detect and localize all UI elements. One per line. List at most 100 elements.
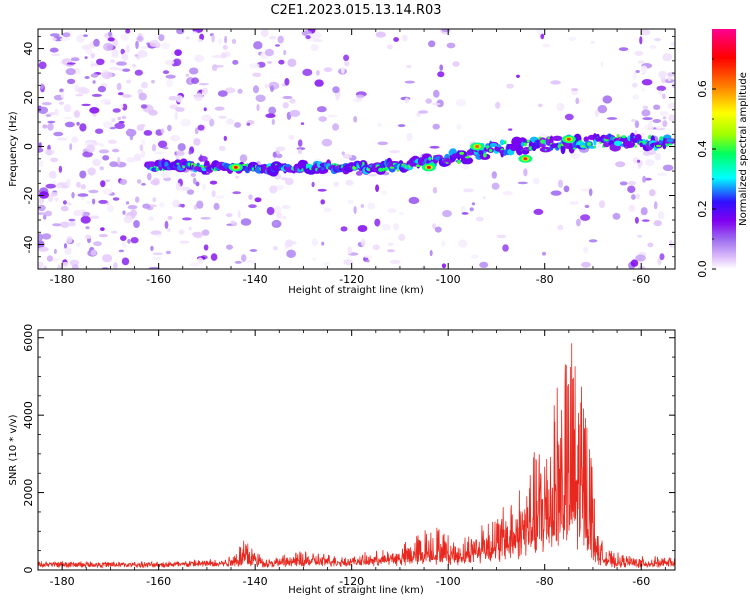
noise-speckle <box>49 33 60 37</box>
noise-speckle <box>297 139 303 147</box>
noise-speckle <box>82 151 93 158</box>
noise-speckle <box>278 59 285 65</box>
noise-speckle <box>649 189 656 197</box>
x-tick-label: -180 <box>50 273 75 286</box>
noise-speckle <box>118 104 124 109</box>
ridge-blob <box>176 162 180 165</box>
noise-speckle <box>332 86 340 94</box>
noise-speckle <box>109 67 120 71</box>
noise-speckle <box>446 42 456 49</box>
noise-speckle <box>69 221 76 227</box>
noise-speckle <box>80 184 86 190</box>
spectrogram-panel: -180 -160 -140 -120 -100 -80 -60 -40 -20 0 20 40 He… <box>8 28 676 296</box>
noise-speckle <box>323 207 332 213</box>
noise-speckle <box>133 153 142 162</box>
noise-speckle <box>41 233 52 240</box>
figure-title: C2E1.2023.015.13.14.R03 <box>270 3 441 18</box>
noise-speckle <box>47 120 56 124</box>
noise-speckle <box>201 229 210 236</box>
noise-speckle <box>271 118 275 125</box>
noise-speckle <box>491 182 500 190</box>
noise-speckle <box>658 90 663 95</box>
noise-speckle <box>641 109 651 117</box>
noise-speckle <box>176 95 183 103</box>
noise-speckle <box>600 61 604 68</box>
ridge-blob <box>520 141 525 147</box>
noise-speckle <box>81 196 85 200</box>
noise-speckle <box>375 184 380 192</box>
noise-speckle <box>631 82 638 88</box>
noise-speckle <box>52 180 57 185</box>
noise-speckle <box>537 103 543 108</box>
noise-speckle <box>137 32 144 37</box>
noise-speckle <box>165 250 171 255</box>
noise-speckle <box>90 215 100 219</box>
noise-speckle <box>141 139 146 145</box>
noise-speckle <box>176 29 185 35</box>
noise-speckle <box>61 184 69 189</box>
noise-speckle <box>357 225 368 232</box>
noise-speckle <box>189 262 200 267</box>
noise-speckle <box>63 104 72 113</box>
noise-speckle <box>193 93 204 102</box>
noise-speckle <box>642 105 649 110</box>
spectrogram-xlabel: Height of straight line (km) <box>288 285 424 296</box>
noise-speckle <box>393 223 399 231</box>
noise-speckle <box>365 259 370 263</box>
noise-speckle <box>342 154 353 159</box>
noise-speckle <box>132 63 137 68</box>
noise-speckle <box>630 259 639 267</box>
ridge-blob <box>306 163 311 167</box>
noise-speckle <box>232 59 239 65</box>
noise-speckle <box>122 103 128 111</box>
noise-speckle <box>65 179 71 187</box>
noise-speckle <box>185 36 190 40</box>
noise-speckle <box>71 264 79 269</box>
noise-speckle <box>662 164 674 171</box>
y-tick-label: -20 <box>22 187 35 205</box>
noise-speckle <box>653 201 658 210</box>
ridge-blob <box>301 168 304 172</box>
colorbar: 0.0 0.2 0.4 0.6 Normalized spectral amplitu… <box>696 29 749 278</box>
noise-speckle <box>340 66 345 74</box>
noise-speckle <box>360 204 364 208</box>
x-tick-label: -120 <box>339 273 364 286</box>
noise-speckle <box>632 71 638 80</box>
noise-speckle <box>162 70 170 74</box>
noise-speckle <box>408 196 420 205</box>
noise-speckle <box>122 240 127 249</box>
noise-speckle <box>266 206 275 216</box>
y-tick-label: -40 <box>22 236 35 254</box>
noise-speckle <box>102 188 113 195</box>
noise-speckle <box>190 173 196 177</box>
noise-speckle <box>288 134 295 140</box>
noise-speckle <box>198 155 208 162</box>
noise-speckle <box>393 37 399 42</box>
noise-speckle <box>632 94 640 100</box>
snr-panel: -180 -160 -140 -120 -100 -80 -600200040006000 … <box>8 324 676 596</box>
noise-speckle <box>60 205 69 212</box>
noise-speckle <box>123 215 133 224</box>
noise-speckle <box>637 159 641 163</box>
noise-speckle <box>224 87 236 94</box>
noise-speckle <box>536 29 544 35</box>
noise-speckle <box>126 44 130 53</box>
noise-speckle <box>53 248 57 254</box>
noise-speckle <box>656 85 667 92</box>
noise-speckle <box>199 33 205 41</box>
noise-speckle <box>120 48 125 55</box>
colorbar-tick-label: 0.6 <box>696 80 709 98</box>
noise-speckle <box>38 204 46 212</box>
noise-speckle <box>333 181 340 187</box>
ridge-blob <box>621 135 627 139</box>
noise-speckle <box>639 29 651 36</box>
noise-speckle <box>235 175 239 179</box>
noise-speckle <box>133 220 140 228</box>
noise-speckle <box>428 40 436 48</box>
noise-speckle <box>174 49 182 56</box>
noise-speckle <box>38 147 44 153</box>
noise-speckle <box>418 110 429 114</box>
noise-speckle <box>167 124 172 132</box>
noise-speckle <box>541 251 547 256</box>
